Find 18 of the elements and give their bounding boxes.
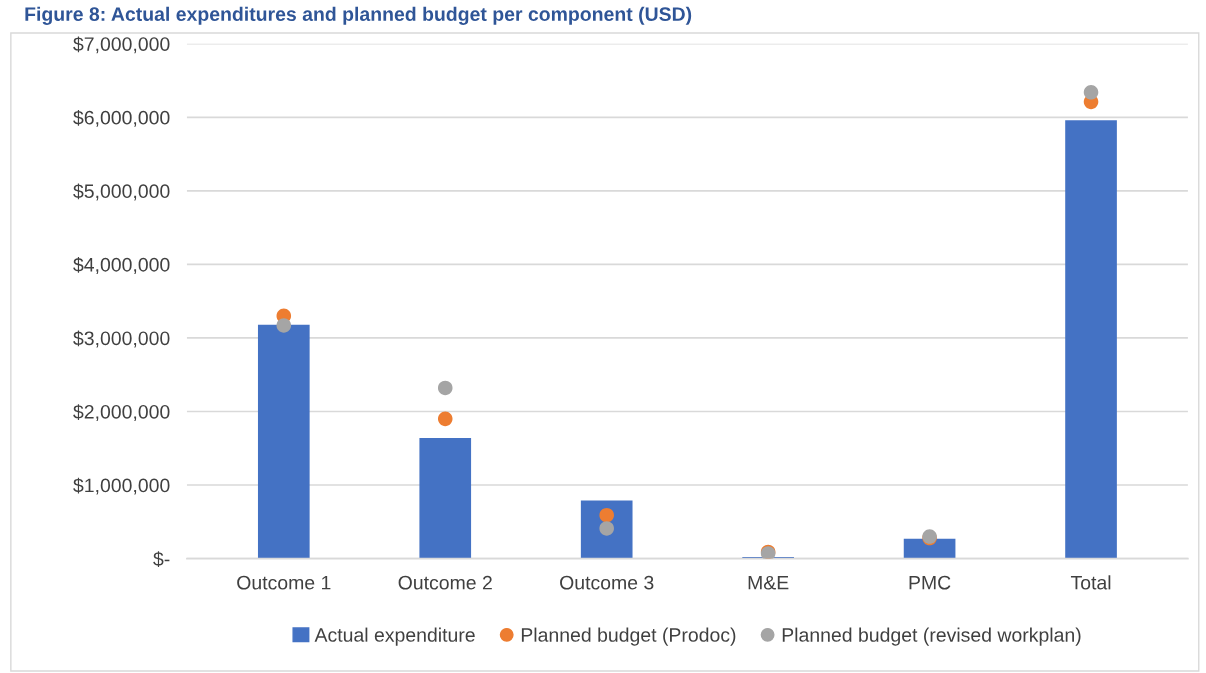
x-tick-label: Outcome 3 (560, 575, 654, 590)
legend-label: Planned budget (revised workplan) (782, 627, 1081, 646)
y-tick-label: $4,000,000 (73, 257, 170, 274)
x-tick-label: M&E (748, 575, 789, 590)
x-tick-label: Outcome 1 (237, 575, 331, 590)
y-tick-label: $5,000,000 (73, 183, 170, 201)
y-tick-label: $3,000,000 (73, 330, 170, 348)
x-tick-label: Outcome 2 (398, 575, 492, 590)
x-tick-label: PMC (909, 575, 951, 590)
legend-label: Planned budget (Prodoc) (521, 627, 736, 646)
y-tick-label: $1,000,000 (73, 477, 170, 495)
x-tick-label: Total (1070, 575, 1111, 590)
y-tick-label: $6,000,000 (73, 109, 170, 127)
legend-label: Actual expenditure (314, 627, 475, 646)
y-tick-label: $7,000,000 (73, 36, 170, 54)
y-tick-label: $- (153, 551, 170, 567)
chart-title: Figure 8: Actual expenditures and planned budget per component (USD) (25, 6, 692, 25)
y-tick-label: $2,000,000 (73, 404, 170, 422)
